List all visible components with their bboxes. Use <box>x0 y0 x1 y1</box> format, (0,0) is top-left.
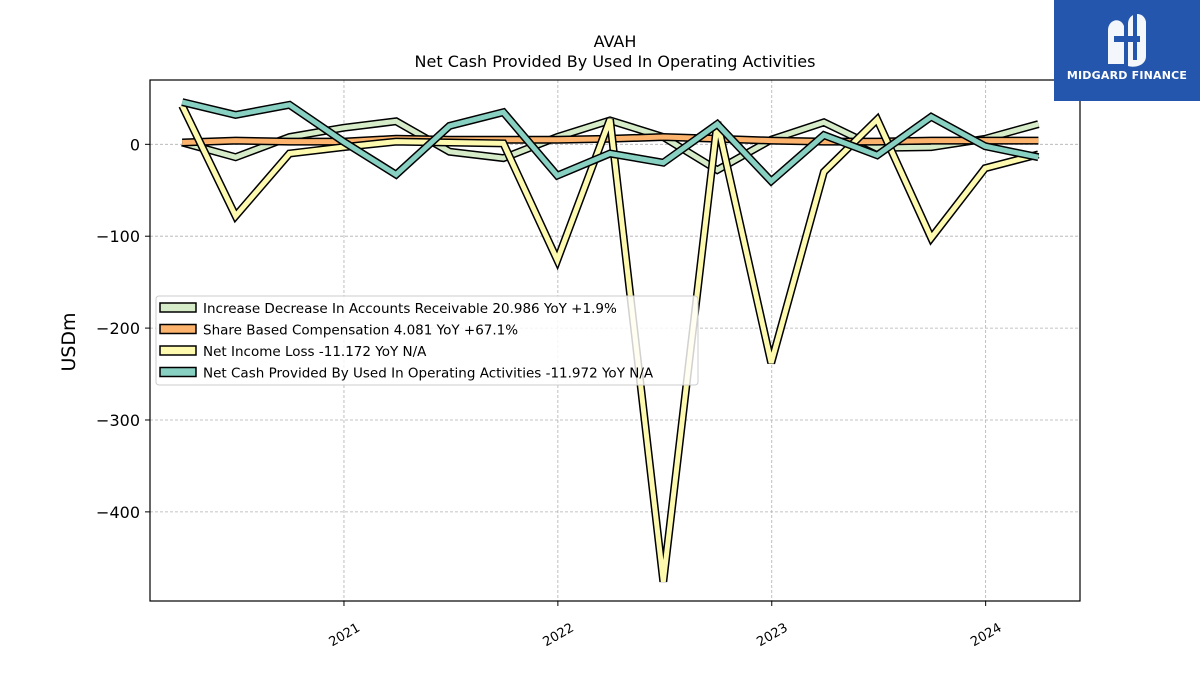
logo-mark-icon <box>1108 13 1146 67</box>
series-layer <box>178 98 1040 583</box>
legend-entry-label: Share Based Compensation 4.081 YoY +67.1… <box>203 323 518 339</box>
chart-title: AVAH <box>594 32 637 51</box>
legend: Increase Decrease In Accounts Receivable… <box>155 295 699 386</box>
y-tick-label: −400 <box>96 503 140 522</box>
series-line-stroke <box>179 104 1040 582</box>
y-axis-label: USDm <box>58 312 80 371</box>
title-block: AVAH Net Cash Provided By Used In Operat… <box>415 32 816 71</box>
series-line-stroke <box>181 99 1039 185</box>
x-tick-label: 2023 <box>754 621 790 651</box>
x-axis: 2021 2022 2023 2024 <box>327 601 1004 651</box>
x-tick-label: 2024 <box>968 621 1004 651</box>
legend-entry-label: Net Cash Provided By Used In Operating A… <box>203 366 654 382</box>
legend-swatch <box>159 323 197 335</box>
chart-subtitle: Net Cash Provided By Used In Operating A… <box>415 52 816 71</box>
legend-swatch <box>159 366 197 378</box>
brand-name: MIDGARD FINANCE <box>1066 69 1188 82</box>
y-tick-label: 0 <box>130 135 140 154</box>
legend-box <box>155 295 699 386</box>
legend-swatch <box>159 302 197 313</box>
y-tick-label: −300 <box>96 411 140 430</box>
y-tick-label: −200 <box>96 319 140 338</box>
plot-area-frame <box>149 79 1081 602</box>
x-tick-label: 2022 <box>541 621 577 651</box>
legend-swatch <box>159 345 197 356</box>
series-line <box>181 98 1040 187</box>
x-tick-label: 2021 <box>327 621 363 651</box>
y-tick-label: −100 <box>96 227 140 246</box>
legend-entry-label: Net Income Loss -11.172 YoY N/A <box>203 344 427 360</box>
brand-logo: MIDGARD FINANCE <box>1054 0 1200 101</box>
legend-entry-label: Increase Decrease In Accounts Receivable… <box>203 301 617 317</box>
y-axis: 0 −100 −200 −300 −400 <box>96 135 150 522</box>
series-line <box>178 103 1040 583</box>
